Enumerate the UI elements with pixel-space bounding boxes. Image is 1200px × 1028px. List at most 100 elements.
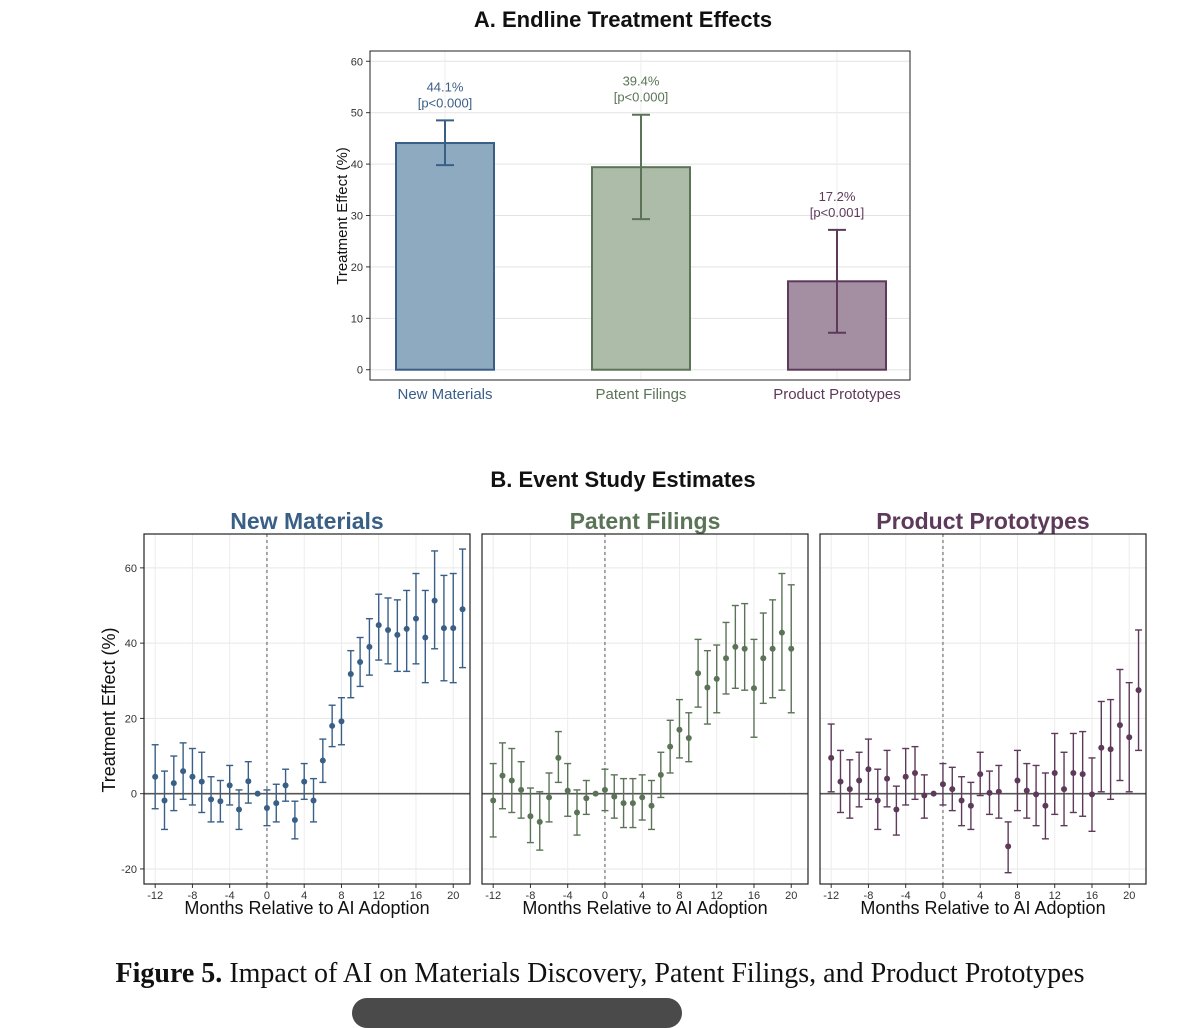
facet-title: New Materials: [230, 508, 383, 534]
point-estimate: [431, 597, 438, 604]
point-estimate: [518, 786, 525, 793]
plot-frame: [819, 533, 1147, 885]
panel-b-title: B. Event Study Estimates: [490, 467, 755, 492]
point-estimate: [564, 787, 571, 794]
point-estimate: [769, 645, 776, 652]
scroll-overlay-pill[interactable]: [352, 998, 682, 1028]
x-tick-label: 20: [447, 890, 459, 902]
x-tick-label: Patent Filings: [596, 386, 687, 403]
point-estimate: [546, 794, 553, 801]
x-tick-label: 0: [940, 890, 946, 902]
point-estimate: [366, 643, 373, 650]
point-estimate: [574, 809, 581, 816]
point-estimate: [189, 773, 196, 780]
point-estimate: [319, 757, 326, 764]
facet-title: Patent Filings: [570, 508, 721, 534]
x-tick-label: -4: [225, 890, 235, 902]
point-estimate: [865, 766, 872, 773]
point-estimate: [874, 797, 881, 804]
point-estimate: [1042, 802, 1049, 809]
x-tick-label: New Materials: [397, 386, 492, 403]
point-estimate: [657, 771, 664, 778]
point-estimate: [412, 615, 419, 622]
point-estimate: [648, 802, 655, 809]
x-axis-label: Months Relative to AI Adoption: [184, 898, 429, 918]
point-estimate: [1107, 746, 1114, 753]
point-estimate: [422, 634, 429, 641]
x-tick-label: 8: [338, 890, 344, 902]
point-estimate: [592, 790, 599, 797]
point-estimate: [198, 778, 205, 785]
x-tick-label: 16: [1086, 890, 1098, 902]
value-label: 39.4%: [623, 74, 660, 89]
point-estimate: [236, 806, 243, 813]
figure-caption: Figure 5. Impact of AI on Materials Disc…: [0, 958, 1200, 990]
point-estimate: [676, 726, 683, 733]
x-tick-label: -12: [823, 890, 839, 902]
x-tick-label: 0: [602, 890, 608, 902]
point-estimate: [977, 771, 984, 778]
facet-title: Product Prototypes: [876, 508, 1089, 534]
value-label: 44.1%: [427, 79, 464, 94]
point-estimate: [527, 813, 534, 820]
point-estimate: [208, 796, 215, 803]
plot-frame: [369, 50, 911, 381]
point-estimate: [884, 775, 891, 782]
point-estimate: [667, 743, 674, 750]
point-estimate: [949, 786, 956, 793]
plot-frame: [143, 533, 471, 885]
point-estimate: [1079, 771, 1086, 778]
point-estimate: [846, 786, 853, 793]
point-estimate: [685, 734, 692, 741]
point-estimate: [713, 675, 720, 682]
point-estimate: [723, 655, 730, 662]
point-estimate: [1005, 843, 1012, 850]
point-estimate: [1061, 786, 1068, 793]
event-study-product-prototypes: Product Prototypes -12 -8 -4 0 4 8 12 16 20 Months…: [819, 508, 1147, 918]
y-tick-label: 20: [125, 713, 137, 725]
point-estimate: [152, 773, 159, 780]
p-value-label: [p<0.001]: [810, 205, 865, 220]
x-tick-label: 8: [676, 890, 682, 902]
x-tick-label: 4: [301, 890, 307, 902]
point-estimate: [1023, 787, 1030, 794]
point-estimate: [459, 606, 466, 613]
point-estimate: [611, 793, 618, 800]
event-study-new-materials: New Materials -20 0 20 40 60 -12 -8 -4 0 4 8 12 16 20 M…: [121, 508, 471, 918]
point-estimate: [555, 754, 562, 761]
x-tick-label: -8: [864, 890, 874, 902]
y-tick-label: 30: [351, 211, 363, 223]
x-tick-label: -4: [901, 890, 911, 902]
point-estimate: [450, 625, 457, 632]
point-estimate: [704, 684, 711, 691]
point-estimate: [639, 794, 646, 801]
point-estimate: [254, 790, 261, 797]
point-estimate: [1135, 687, 1142, 694]
point-estimate: [301, 778, 308, 785]
x-tick-label: 12: [1049, 890, 1061, 902]
point-estimate: [967, 802, 974, 809]
x-tick-label: 4: [977, 890, 983, 902]
point-estimate: [508, 777, 515, 784]
x-tick-label: 0: [264, 890, 270, 902]
point-estimate: [347, 671, 354, 677]
point-estimate: [921, 792, 928, 799]
x-tick-label: 16: [748, 890, 760, 902]
point-estimate: [440, 625, 447, 632]
point-estimate: [620, 800, 627, 807]
x-axis-label: Months Relative to AI Adoption: [860, 898, 1105, 918]
point-estimate: [490, 797, 497, 804]
x-tick-label: -12: [485, 890, 501, 902]
point-estimate: [357, 658, 364, 665]
y-tick-label: -20: [121, 864, 137, 876]
point-estimate: [394, 631, 401, 638]
point-estimate: [986, 789, 993, 796]
point-estimate: [226, 782, 233, 789]
point-estimate: [375, 622, 382, 629]
panel-a-title: A. Endline Treatment Effects: [474, 7, 772, 32]
point-estimate: [837, 778, 844, 785]
point-estimate: [995, 788, 1002, 795]
point-estimate: [180, 768, 187, 775]
